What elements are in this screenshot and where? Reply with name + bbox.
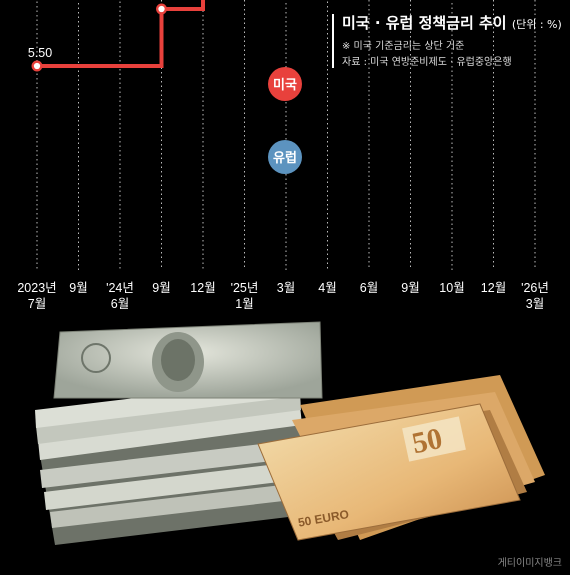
x-tick-label: 2023년 (17, 281, 56, 295)
svg-text:50: 50 (409, 422, 445, 461)
x-tick-label: 6월 (111, 297, 129, 311)
x-tick-label: '26년 (521, 281, 549, 295)
x-tick-label: 9월 (401, 281, 419, 295)
x-tick-label: '24년 (106, 281, 134, 295)
x-tick-label: 6월 (360, 281, 378, 295)
series-lines (37, 0, 205, 68)
chart-title: 미국 · 유럽 정책금리 추이 (단위 : %) (342, 12, 562, 33)
legend-label: 미국 (273, 77, 297, 92)
dollar-bills-stack (35, 321, 323, 545)
data-point (31, 60, 43, 72)
photo-credit: 게티이미지뱅크 (497, 558, 562, 569)
euro-bills-stack: 50 50 EURO (257, 375, 545, 541)
x-tick-label: 12월 (481, 281, 506, 295)
x-tick-label: 3월 (277, 281, 295, 295)
x-tick-label: 7월 (28, 297, 46, 311)
x-tick-label: 12월 (190, 281, 215, 295)
x-tick-label: 1월 (235, 297, 253, 311)
x-tick-label: 9월 (69, 281, 87, 295)
x-tick-label: '25년 (231, 281, 259, 295)
x-axis-labels: 2023년 7월 9월 '24년 6월 9월 12월 '25년 1월 3월 4월 6월 9월 10월 12월… (17, 281, 549, 311)
data-label: 5.00 (152, 0, 176, 3)
legend-badge (268, 67, 302, 101)
chart-source: 자료 : 미국 연방준비제도 · 유럽중앙은행 (342, 57, 512, 68)
chart-title-text: 미국 · 유럽 정책금리 추이 (342, 14, 507, 32)
series-line (37, 0, 205, 68)
data-point (156, 3, 167, 15)
data-labels: 5.505.004.504.254.003.75?3.754.003.753.5… (28, 0, 177, 60)
data-points (31, 3, 167, 72)
chart-unit: (단위 : %) (511, 18, 562, 31)
header-accent-bar (332, 14, 334, 68)
legend-label: 유럽 (273, 150, 297, 165)
x-tick-label: 10월 (439, 281, 464, 295)
x-tick-label: 9월 (152, 281, 170, 295)
money-photo: 50 50 EURO (35, 321, 545, 545)
x-tick-label: 3월 (526, 297, 544, 311)
x-tick-label: 4월 (318, 281, 336, 295)
legend-badge (268, 140, 302, 174)
data-label: 5.50 (28, 46, 52, 60)
chart-note: ※ 미국 기준금리는 상단 기준 (342, 41, 465, 52)
